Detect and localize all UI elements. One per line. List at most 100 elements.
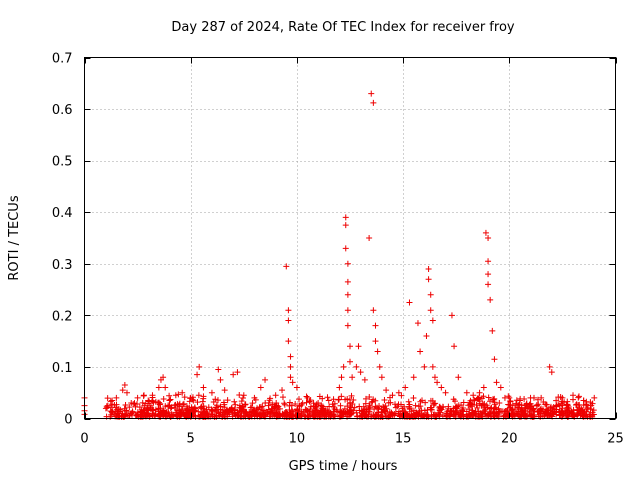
floor-point: [559, 405, 566, 412]
floor-point: [522, 408, 529, 415]
floor-point: [544, 407, 551, 414]
floor-point: [232, 401, 239, 408]
floor-point: [331, 405, 338, 412]
data-point: [383, 387, 390, 394]
data-point: [287, 374, 294, 381]
data-point: [234, 369, 241, 376]
floor-point: [583, 411, 590, 418]
data-point: [200, 384, 207, 391]
floor-point: [412, 402, 419, 409]
y-tick-label: 0.6: [52, 103, 73, 118]
data-point: [389, 392, 396, 399]
floor-point: [303, 407, 310, 414]
floor-point: [225, 408, 232, 415]
floor-point: [264, 410, 271, 417]
data-point: [546, 363, 553, 370]
floor-point: [224, 397, 231, 404]
floor-point: [126, 404, 133, 411]
floor-point: [392, 401, 399, 408]
floor-point: [250, 407, 257, 414]
floor-point: [157, 400, 164, 407]
floor-point: [162, 403, 169, 410]
data-point: [425, 265, 432, 272]
floor-point: [156, 399, 163, 406]
floor-point: [269, 407, 276, 414]
data-point: [480, 384, 487, 391]
floor-point: [387, 399, 394, 406]
floor-point: [584, 404, 591, 411]
floor-point: [114, 410, 121, 417]
floor-point: [587, 399, 594, 406]
floor-point: [534, 396, 541, 403]
floor-point: [577, 408, 584, 415]
floor-point: [346, 407, 353, 414]
data-point: [344, 278, 351, 285]
data-point: [257, 384, 264, 391]
data-point: [187, 394, 194, 401]
floor-point: [281, 400, 288, 407]
floor-point: [191, 407, 198, 414]
floor-point: [579, 412, 586, 419]
floor-point: [190, 397, 197, 404]
data-point: [414, 320, 421, 327]
data-point: [194, 371, 201, 378]
data-point: [427, 307, 434, 314]
floor-point: [518, 402, 525, 409]
floor-point: [436, 407, 443, 414]
data-point: [429, 363, 436, 370]
data-point: [402, 384, 409, 391]
floor-point: [209, 411, 216, 418]
floor-point: [208, 408, 215, 415]
floor-point: [189, 411, 196, 418]
x-axis-label: GPS time / hours: [289, 459, 398, 474]
data-point: [160, 374, 167, 381]
floor-point: [200, 403, 207, 410]
floor-point: [249, 408, 256, 415]
floor-point: [216, 412, 223, 419]
floor-point: [518, 409, 525, 416]
floor-point: [220, 399, 227, 406]
floor-point: [589, 412, 596, 419]
x-tick-label: 25: [607, 432, 624, 447]
y-tick-label: 0.1: [52, 361, 73, 376]
chart-title: Day 287 of 2024, Rate Of TEC Index for r…: [171, 20, 515, 35]
floor-point: [408, 408, 415, 415]
floor-point: [197, 404, 204, 411]
floor-point: [167, 396, 174, 403]
floor-point: [452, 405, 459, 412]
floor-point: [311, 407, 318, 414]
floor-point: [484, 404, 491, 411]
floor-point: [487, 398, 494, 405]
floor-point: [319, 395, 326, 402]
floor-point: [399, 405, 406, 412]
floor-point: [391, 412, 398, 419]
floor-point: [467, 397, 474, 404]
data-point: [410, 374, 417, 381]
floor-point: [450, 396, 457, 403]
floor-point: [487, 405, 494, 412]
data-point: [489, 327, 496, 334]
data-point: [221, 387, 228, 394]
data-point: [149, 392, 156, 399]
data-point: [353, 363, 360, 370]
floor-point: [451, 412, 458, 419]
floor-point: [526, 411, 533, 418]
floor-point: [298, 408, 305, 415]
data-point: [559, 394, 566, 401]
data-point: [455, 374, 462, 381]
data-point: [342, 214, 349, 221]
floor-point: [481, 407, 488, 414]
floor-point: [490, 396, 497, 403]
floor-point: [521, 404, 528, 411]
floor-point: [410, 395, 417, 402]
floor-point: [181, 394, 188, 401]
data-point: [417, 348, 424, 355]
floor-point: [478, 402, 485, 409]
data-point: [361, 376, 368, 383]
floor-point: [319, 412, 326, 419]
floor-point: [307, 397, 314, 404]
floor-point: [366, 402, 373, 409]
floor-point: [337, 402, 344, 409]
floor-point: [505, 401, 512, 408]
